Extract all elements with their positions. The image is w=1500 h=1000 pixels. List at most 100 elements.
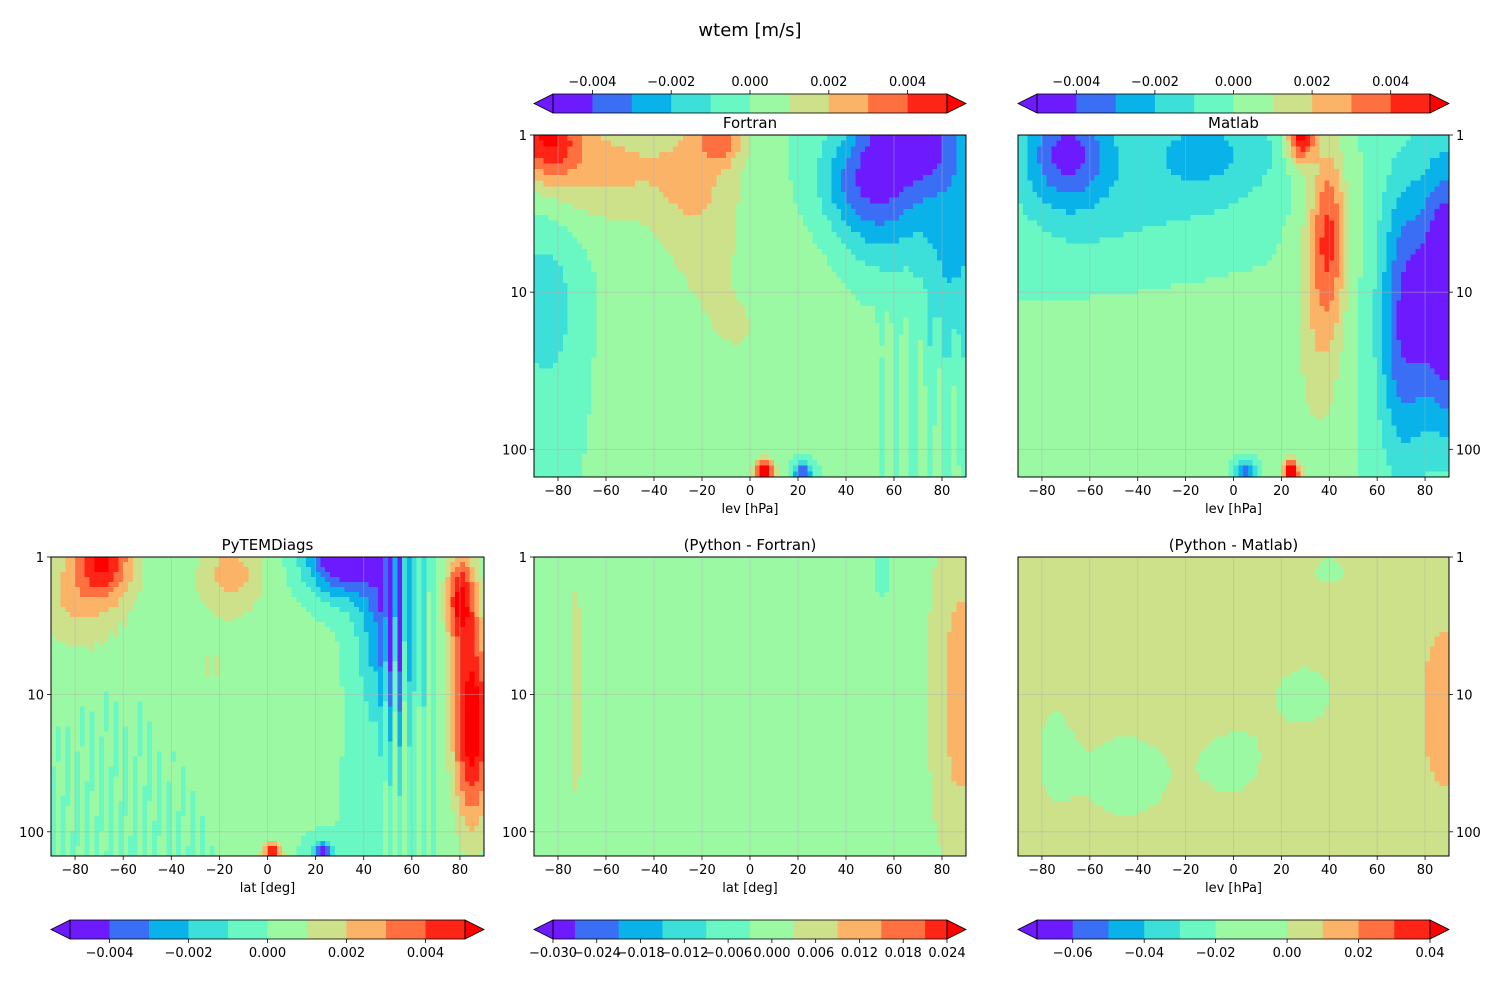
x-tick-label: −80: [1028, 484, 1055, 499]
figure-suptitle: wtem [m/s]: [698, 20, 801, 41]
contour-fill: [1018, 557, 1450, 857]
x-tick-label: −40: [158, 863, 185, 878]
x-axis-label: lat [deg]: [240, 881, 295, 896]
colorbar: −0.06 −0.04 −0.02 0.00 0.02 0.04: [1017, 919, 1450, 961]
x-tick-label: 40: [838, 863, 855, 878]
colorbar-segment: [1215, 920, 1252, 939]
colorbar-segment: [307, 920, 347, 939]
colorbar-extend-low: [50, 919, 71, 940]
colorbar: −0.030−0.024−0.018−0.012−0.006 0.000 0.006…: [529, 919, 967, 961]
colorbar-tick-label: 0.000: [1215, 75, 1252, 90]
colorbar-tick-label: 0.004: [889, 75, 926, 90]
colorbar-tick-label: 0.000: [249, 946, 286, 961]
contour-fill: [51, 557, 485, 857]
panel-title: PyTEMDiags: [222, 536, 314, 554]
colorbar: −0.004 −0.002 0.000 0.002 0.004: [1017, 75, 1450, 114]
colorbar-tick-label: −0.002: [1131, 75, 1179, 90]
panel-1: −80 −60 −40 −20 0 20 40 60 80 1 10 100 Matlab lev [hP…: [1017, 75, 1481, 517]
colorbar-segment: [750, 94, 790, 113]
panel-title: Fortran: [723, 114, 777, 132]
panel-title: (Python - Fortran): [684, 536, 817, 554]
y-tick-label: 100: [1456, 826, 1481, 841]
colorbar-segment: [149, 920, 189, 939]
colorbar-segment: [789, 94, 830, 113]
x-tick-label: 0: [263, 863, 271, 878]
colorbar-segment: [553, 94, 593, 113]
colorbar-tick-label: 0.004: [1372, 75, 1409, 90]
colorbar-tick-label: 0.00: [1273, 946, 1302, 961]
colorbar-segment: [1272, 94, 1313, 113]
x-tick-label: −80: [544, 484, 571, 499]
colorbar-tick-label: −0.024: [573, 946, 621, 961]
contour-fill: [534, 135, 967, 478]
colorbar-extend-low: [1017, 919, 1038, 940]
colorbar-segment: [1108, 920, 1145, 939]
colorbar-extend-high: [946, 93, 967, 114]
colorbar-segment: [907, 94, 948, 113]
colorbar-tick-label: 0.002: [1293, 75, 1330, 90]
colorbar-tick-label: 0.018: [885, 946, 922, 961]
x-tick-label: 20: [1273, 484, 1290, 499]
colorbar-segment: [1179, 920, 1217, 939]
colorbar-extend-high: [1429, 919, 1450, 940]
colorbar-extend-low: [533, 93, 554, 114]
colorbar-segment: [750, 920, 773, 939]
y-tick-label: 10: [510, 286, 527, 301]
colorbar-segment: [592, 94, 633, 113]
colorbar-tick-label: −0.002: [164, 946, 212, 961]
colorbar-segment: [1076, 94, 1117, 113]
colorbar-segment: [1251, 920, 1288, 939]
colorbar-tick-label: −0.018: [617, 946, 665, 961]
colorbar: −0.004 −0.002 0.000 0.002 0.004: [533, 75, 967, 114]
colorbar-segment: [618, 920, 642, 939]
colorbar: −0.004 −0.002 0.000 0.002 0.004: [50, 919, 485, 961]
panel-4: −80 −60 −40 −20 0 20 40 60 80 1 10 100 (Python - Mat…: [1017, 536, 1481, 961]
x-tick-label: 60: [1369, 863, 1386, 878]
colorbar-tick-label: 0.002: [328, 946, 365, 961]
x-tick-label: −60: [592, 863, 619, 878]
contour-fill: [534, 557, 967, 857]
colorbar-segment: [771, 920, 795, 939]
panel-3: −80 −60 −40 −20 0 20 40 60 80 1 10 100 (Python - For…: [502, 536, 967, 961]
x-tick-label: −80: [61, 863, 88, 878]
colorbar-segment: [662, 920, 685, 939]
y-tick-label: 100: [1456, 443, 1481, 458]
colorbar-segment: [728, 920, 751, 939]
colorbar-segment: [1144, 920, 1181, 939]
x-tick-label: 0: [1229, 863, 1237, 878]
contour-fill: [1018, 135, 1450, 478]
colorbar-segment: [1037, 920, 1074, 939]
colorbar-tick-label: −0.02: [1196, 946, 1236, 961]
colorbar-segment: [188, 920, 229, 939]
x-tick-label: 40: [838, 484, 855, 499]
colorbar-segment: [925, 920, 948, 939]
colorbar-tick-label: 0.024: [928, 946, 965, 961]
x-tick-label: −60: [109, 863, 136, 878]
colorbar-segment: [1351, 94, 1392, 113]
colorbar-segment: [710, 94, 751, 113]
colorbar-segment: [267, 920, 308, 939]
colorbar-tick-label: −0.004: [85, 946, 133, 961]
colorbar-extend-low: [1017, 93, 1038, 114]
x-tick-label: 40: [1321, 863, 1338, 878]
colorbar-segment: [684, 920, 707, 939]
y-tick-label: 100: [502, 443, 527, 458]
x-tick-label: 60: [886, 863, 903, 878]
colorbar-segment: [1287, 920, 1324, 939]
colorbar-segment: [706, 920, 729, 939]
colorbar-tick-label: 0.004: [407, 946, 444, 961]
colorbar-tick-label: −0.06: [1053, 946, 1093, 961]
colorbar-tick-label: −0.030: [529, 946, 577, 961]
x-tick-label: −20: [206, 863, 233, 878]
colorbar-segment: [1394, 920, 1431, 939]
x-axis-label: lev [hPa]: [721, 502, 778, 517]
x-tick-label: −20: [1172, 863, 1199, 878]
x-tick-label: 0: [746, 863, 754, 878]
colorbar-tick-label: −0.004: [1052, 75, 1100, 90]
x-tick-label: 40: [1321, 484, 1338, 499]
colorbar-segment: [553, 920, 576, 939]
colorbar-extend-high: [1429, 93, 1450, 114]
x-tick-label: 40: [355, 863, 372, 878]
colorbar-segment: [1072, 920, 1109, 939]
